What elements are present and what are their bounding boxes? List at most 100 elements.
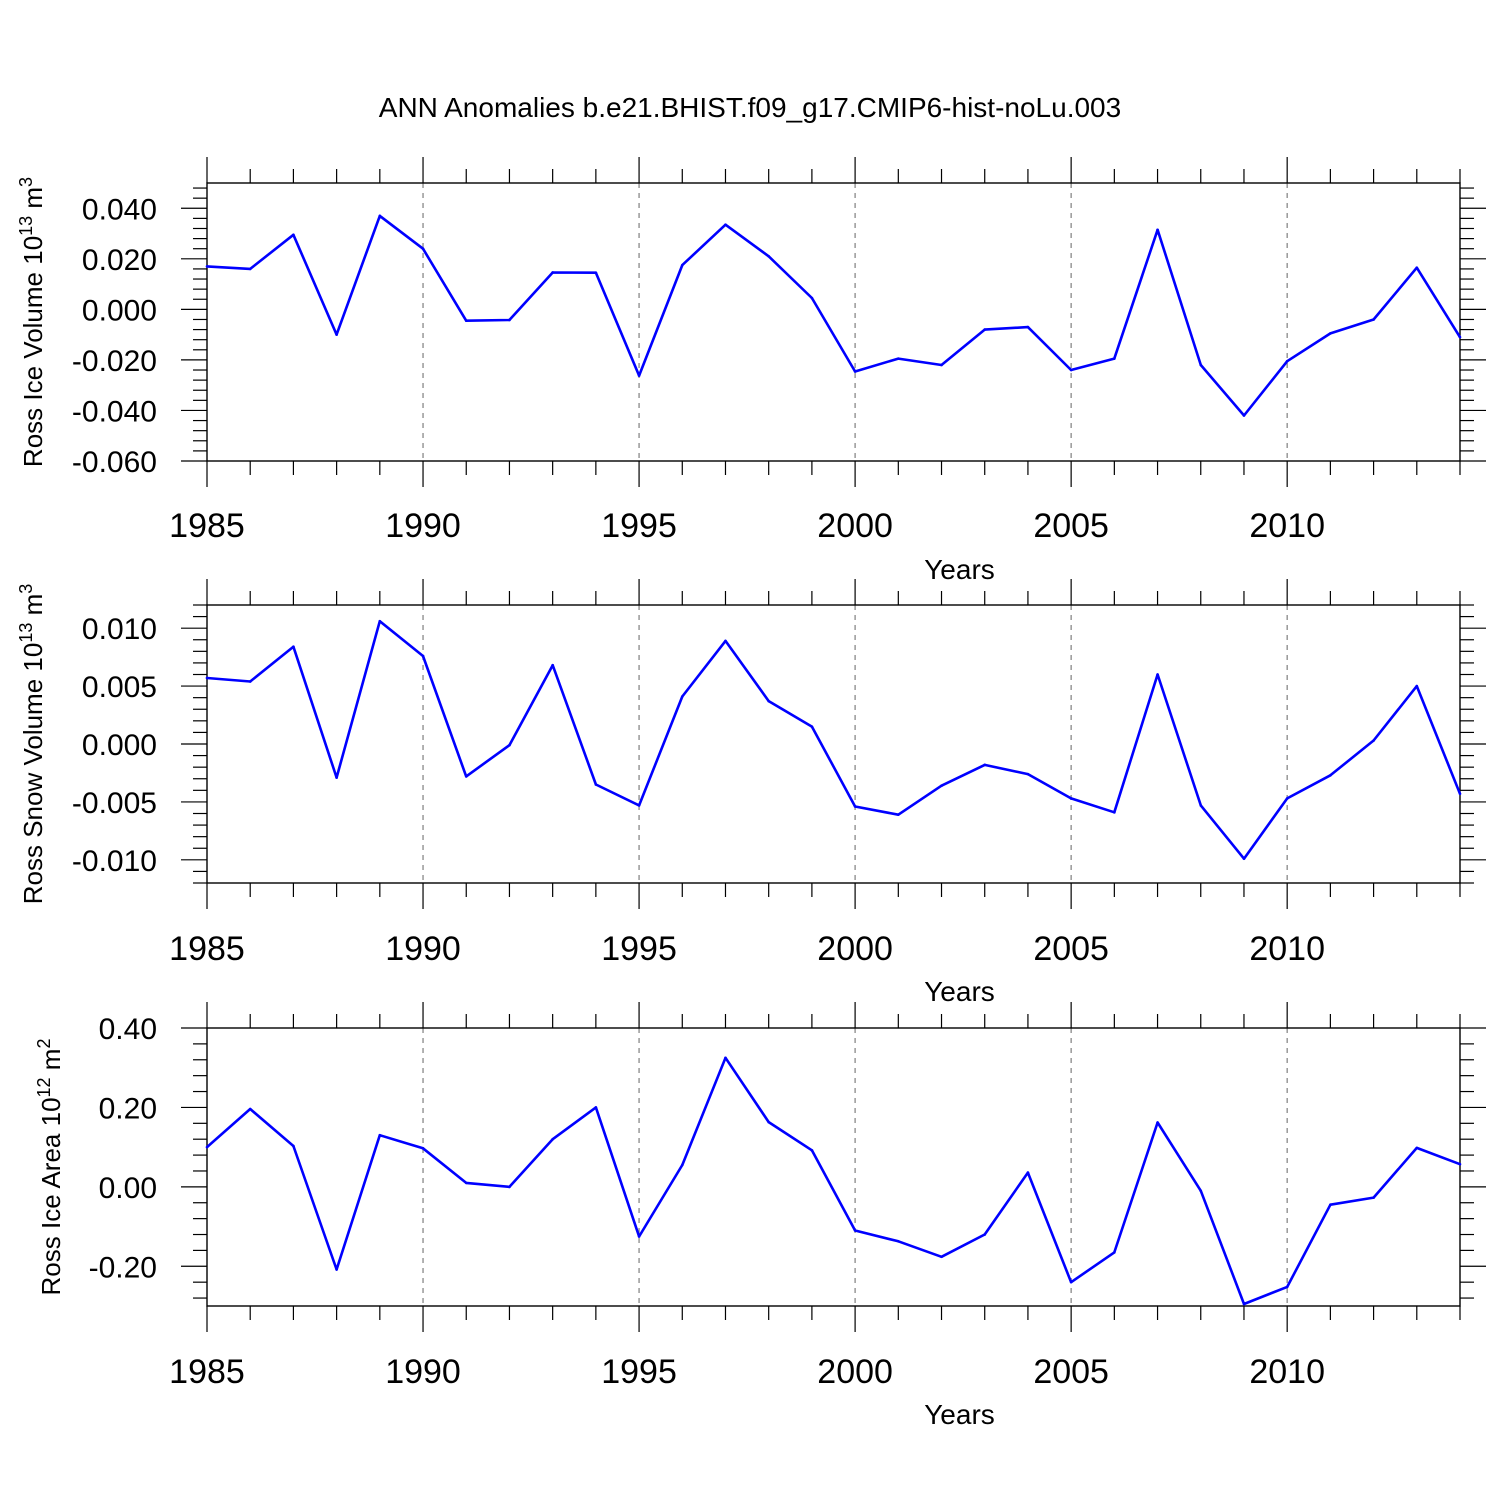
y-axis-label-part: Ross Snow Volume 10 <box>18 643 48 905</box>
data-point <box>1199 1189 1203 1193</box>
y-axis-label: Ross Ice Volume 1013 m3 <box>16 177 48 467</box>
series-line-ice-volume <box>206 214 1462 417</box>
data-point <box>724 639 727 643</box>
data-point <box>594 271 598 275</box>
data-point <box>897 813 900 816</box>
data-point <box>897 1239 900 1243</box>
y-axis-label-superscript: 12 <box>34 1077 54 1097</box>
panel-ice-area: 1985 1990 1995 2000 2005 2010 0.40 0.20 0.00 -0.2… <box>34 1002 1486 1430</box>
y-axis-label-part: m <box>18 187 48 216</box>
data-point <box>1285 1285 1289 1289</box>
data-point <box>637 374 641 377</box>
y-axis-label-part: Ross Ice Volume 10 <box>18 236 48 467</box>
data-point <box>1329 332 1332 335</box>
data-point <box>594 783 598 786</box>
data-point <box>1156 1121 1159 1124</box>
y-tick-label: 0.040 <box>82 193 157 226</box>
data-point <box>464 775 468 778</box>
figure-title: ANN Anomalies b.e21.BHIST.f09_g17.CMIP6-… <box>378 92 1122 123</box>
data-point <box>1026 772 1030 776</box>
data-point <box>1069 797 1073 800</box>
y-tick-label: 0.020 <box>82 244 157 277</box>
data-point <box>508 318 511 322</box>
data-point <box>378 214 382 218</box>
data-point <box>983 328 987 331</box>
x-axis-label: Years <box>924 554 995 585</box>
y-tick-label: -0.040 <box>72 395 157 428</box>
y-tick-label: 0.005 <box>82 671 157 704</box>
data-point <box>292 645 295 648</box>
data-point <box>594 1106 598 1109</box>
plot-frame <box>206 182 1461 462</box>
data-point <box>335 333 338 336</box>
x-tick-label: 1990 <box>385 1353 461 1391</box>
x-tick-label: 2000 <box>817 1353 893 1391</box>
plot-frame <box>206 1027 1461 1307</box>
data-point <box>1069 1280 1073 1284</box>
x-axis-label: Years <box>924 976 995 1007</box>
data-point <box>853 1229 857 1232</box>
data-point <box>810 296 814 300</box>
data-point <box>205 676 209 680</box>
data-point <box>724 1056 727 1060</box>
data-point <box>1156 673 1159 676</box>
y-tick-label: 0.000 <box>82 729 157 762</box>
data-point <box>1113 357 1116 360</box>
data-point <box>248 1107 252 1111</box>
series-line-snow-volume <box>206 619 1462 861</box>
series-line-ice-area <box>206 1056 1461 1306</box>
data-point <box>378 619 382 623</box>
x-tick-label: 2005 <box>1033 1353 1109 1391</box>
data-point <box>335 1268 338 1271</box>
data-point <box>637 1235 641 1238</box>
data-point <box>1415 266 1419 269</box>
data-point <box>1242 414 1246 417</box>
data-point <box>205 265 209 268</box>
data-point <box>378 1133 382 1137</box>
data-point <box>1242 1302 1246 1306</box>
data-point <box>292 233 295 237</box>
x-tick-label: 1990 <box>385 930 461 968</box>
x-tick-label: 2005 <box>1033 507 1109 545</box>
data-point <box>1415 1146 1419 1150</box>
data-point <box>1156 228 1159 232</box>
data-point <box>1026 325 1030 329</box>
data-point <box>983 1233 987 1236</box>
y-axis-label-superscript: 13 <box>16 216 36 236</box>
data-point <box>680 695 684 698</box>
x-tick-label: 1985 <box>169 1353 245 1391</box>
data-point <box>897 357 900 360</box>
data-point <box>680 1163 684 1167</box>
x-axis-label: Years <box>924 1399 995 1430</box>
data-point <box>508 1185 511 1189</box>
data-point <box>1285 797 1289 800</box>
data-point <box>637 804 641 807</box>
data-point <box>464 1181 468 1185</box>
y-axis-label-part: m <box>36 1049 66 1078</box>
data-point <box>1069 368 1073 372</box>
data-point <box>292 1144 295 1148</box>
data-point <box>508 743 511 747</box>
data-point <box>810 725 814 728</box>
y-tick-label: 0.010 <box>82 613 157 646</box>
x-tick-label: 1990 <box>385 507 461 545</box>
data-point <box>1199 363 1203 367</box>
data-point <box>1113 1251 1116 1254</box>
y-axis-label-superscript: 2 <box>34 1039 54 1049</box>
y-tick-label: 0.000 <box>82 294 157 327</box>
data-point <box>421 247 425 251</box>
data-point <box>551 663 554 667</box>
y-tick-label: 0.00 <box>99 1172 157 1205</box>
y-axis-label-part: m <box>18 594 48 623</box>
data-point <box>421 1147 425 1150</box>
data-point <box>551 271 554 274</box>
data-point <box>767 254 770 258</box>
y-axis-label-superscript: 13 <box>16 623 36 643</box>
y-tick-label: -0.010 <box>72 845 157 878</box>
data-point <box>205 1145 209 1149</box>
data-point <box>940 784 943 787</box>
y-tick-label: -0.020 <box>72 345 157 378</box>
x-tick-label: 1995 <box>601 930 677 968</box>
x-tick-label: 1985 <box>169 930 245 968</box>
